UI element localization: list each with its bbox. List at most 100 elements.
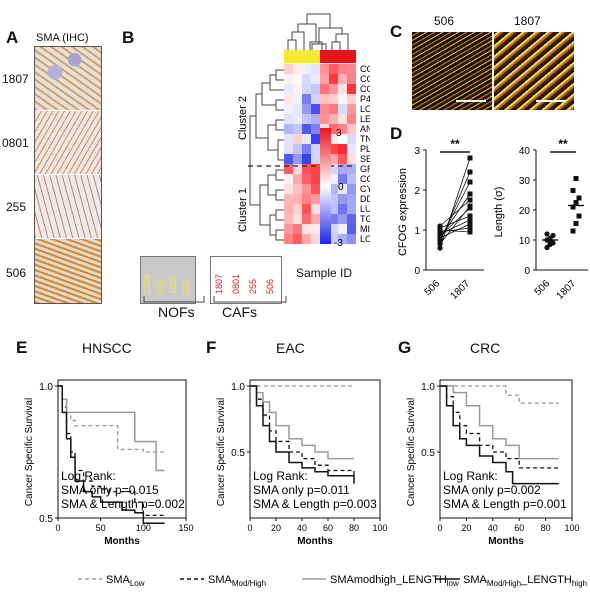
cluster1-label: Cluster 1	[237, 188, 249, 232]
heatmap-cell	[311, 204, 320, 214]
heatmap-cell	[311, 144, 320, 154]
cfog-point-506	[437, 241, 443, 247]
cfog-point-506	[437, 235, 443, 241]
cfog-sig: **	[450, 137, 460, 151]
heatmap-cell	[284, 124, 293, 134]
heatmap-cell	[293, 184, 302, 194]
legend-length-high: SMAMod/High_LENGTHhigh	[463, 574, 587, 588]
colorbar-tick-low: -3	[334, 238, 343, 249]
heatmap-cell	[311, 164, 320, 174]
heatmap-cell	[302, 234, 311, 244]
heatmap-cell	[293, 154, 302, 164]
km-xtick: 20	[271, 523, 281, 533]
cfog-pair-line	[439, 227, 471, 233]
cfog-point-1807	[467, 217, 473, 223]
km-logrank-text: SMA only p=0.011	[253, 483, 350, 497]
heatmap-cell	[320, 64, 329, 74]
caf-sample-id: 1807	[214, 274, 224, 294]
caf-id-box	[210, 256, 282, 304]
heatmap-cell	[329, 184, 338, 194]
gene-label: LOX	[360, 104, 370, 114]
length-xtick: 506	[533, 278, 553, 298]
heatmap-cell	[347, 144, 356, 154]
cfog-image-1807	[494, 32, 574, 110]
heatmap-cell	[302, 164, 311, 174]
km-xtick: 40	[488, 523, 498, 533]
ihc-image-1807	[35, 47, 101, 110]
heatmap-cell	[293, 74, 302, 84]
km-xtick: 40	[297, 523, 307, 533]
heatmap-cell	[293, 204, 302, 214]
legend-sma-modhigh: SMAMod/High	[208, 574, 266, 588]
colorbar-gradient	[320, 128, 331, 244]
heatmap-cell	[284, 164, 293, 174]
heatmap-cell	[284, 204, 293, 214]
length-point-1807	[570, 228, 576, 234]
gene-label: GREM1	[360, 164, 370, 174]
length-ytick: 40	[519, 146, 531, 157]
cfog-point-1807	[467, 197, 473, 203]
heatmap-cell	[284, 194, 293, 204]
ihc-image-506	[35, 239, 101, 303]
heatmap-cell	[311, 74, 320, 84]
heatmap-cell	[302, 84, 311, 94]
km-xtick: 150	[178, 523, 193, 533]
legend-sma-low: SMALow	[106, 574, 145, 588]
gene-label: PLOD3	[360, 144, 370, 154]
km-xtick: 100	[372, 523, 387, 533]
cfog-ytick: 2	[414, 186, 420, 197]
cfog-ytick: 0	[414, 266, 420, 277]
km-ytick: 0.5	[421, 448, 435, 459]
km-ytick: 1.0	[421, 382, 435, 393]
heatmap-cell	[347, 174, 356, 184]
sample-label-0801: 0801	[2, 136, 29, 150]
nof-sample-id: 102	[155, 279, 165, 294]
heatmap-cell	[347, 114, 356, 124]
heatmap-cell	[320, 104, 329, 114]
heatmap-cell	[302, 224, 311, 234]
gene-label: SERPINH1	[360, 154, 370, 164]
heatmap-cell	[338, 224, 347, 234]
heatmap-cell	[302, 134, 311, 144]
heatmap-cell	[284, 154, 293, 164]
gene-label: LOXL2	[360, 234, 370, 244]
heatmap-cell	[302, 124, 311, 134]
cfog-pair-line	[439, 223, 471, 239]
km-xtick: 100	[136, 523, 151, 533]
cfog-pair-line	[439, 199, 471, 227]
km-curve-1	[440, 385, 559, 469]
km-xtick: 60	[323, 523, 333, 533]
heatmap-cell	[293, 114, 302, 124]
heatmap-cell	[347, 104, 356, 114]
km-ylabel: Cancer Specific Survival	[216, 398, 227, 506]
cfog-image-506	[412, 32, 492, 110]
length-point-506	[544, 231, 550, 237]
column-dendrogram	[287, 13, 349, 50]
heatmap-cell	[284, 224, 293, 234]
gene-labels: COL1A1COL1A2COL3A1P4HA1LOXLEPRE1ANXA2TNX…	[360, 64, 370, 244]
heatmap-cell	[284, 134, 293, 144]
heatmap-cell	[347, 234, 356, 244]
km-xtick: 50	[96, 523, 106, 533]
heatmap-cell	[338, 84, 347, 94]
cfog-point-1807	[467, 203, 473, 209]
heatmap-cell	[293, 134, 302, 144]
cfog-xtick: 1807	[449, 278, 473, 300]
heatmap-cell	[347, 224, 356, 234]
km-xtick: 20	[461, 523, 471, 533]
km-xlabel: Months	[297, 536, 333, 547]
length-point-506	[550, 232, 556, 239]
cfog-point-1807	[467, 213, 473, 219]
colorbar-tick-mid: 0	[338, 182, 344, 193]
sample-ids: 2309 102 1807 281 1807 0801 255 506	[142, 274, 275, 294]
heatmap-cell	[284, 144, 293, 154]
cfog-point-1807	[467, 221, 473, 227]
heatmap-cell	[338, 94, 347, 104]
heatmap-cell	[329, 214, 338, 224]
km-xtick: 60	[514, 523, 524, 533]
heatmap-cell	[338, 204, 347, 214]
heatmap-cell	[329, 104, 338, 114]
heatmap-cell	[311, 194, 320, 204]
km-legend: SMALow SMAMod/High SMAmodhigh_LENGTHlow …	[78, 574, 587, 588]
